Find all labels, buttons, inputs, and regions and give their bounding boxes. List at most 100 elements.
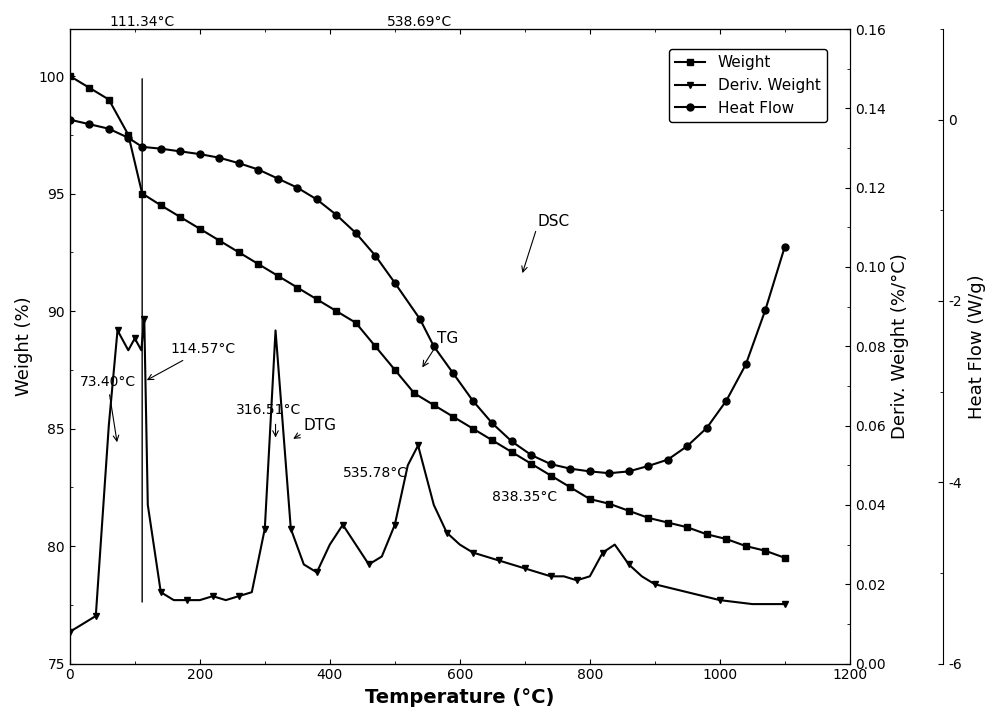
Heat Flow bbox=[136, 142, 148, 151]
Heat Flow bbox=[103, 124, 115, 133]
Weight bbox=[564, 483, 576, 492]
Weight bbox=[330, 307, 342, 316]
Heat Flow bbox=[330, 211, 342, 219]
Line: Heat Flow: Heat Flow bbox=[66, 116, 788, 477]
Text: 316.51°C: 316.51°C bbox=[236, 403, 301, 417]
Weight bbox=[642, 513, 654, 522]
Weight bbox=[291, 283, 303, 292]
Text: 73.40°C: 73.40°C bbox=[80, 375, 136, 441]
Weight bbox=[779, 554, 791, 562]
Text: 535.78°C: 535.78°C bbox=[343, 466, 408, 480]
Text: 838.35°C: 838.35°C bbox=[492, 490, 557, 504]
Y-axis label: Deriv. Weight (%/°C): Deriv. Weight (%/°C) bbox=[891, 253, 909, 439]
Weight bbox=[740, 542, 752, 550]
Weight bbox=[408, 389, 420, 398]
Weight bbox=[506, 448, 518, 456]
Heat Flow bbox=[252, 165, 264, 174]
Heat Flow bbox=[564, 464, 576, 473]
Deriv. Weight bbox=[441, 529, 453, 537]
Deriv. Weight bbox=[220, 596, 232, 604]
Deriv. Weight bbox=[779, 600, 791, 609]
Weight bbox=[369, 342, 381, 351]
Heat Flow bbox=[603, 469, 615, 477]
Weight bbox=[272, 271, 284, 280]
Heat Flow bbox=[759, 305, 771, 314]
Weight bbox=[122, 131, 134, 139]
Weight bbox=[155, 201, 167, 209]
Heat Flow bbox=[720, 396, 732, 405]
Text: DTG: DTG bbox=[304, 418, 337, 433]
Weight bbox=[389, 365, 401, 374]
Heat Flow bbox=[194, 149, 206, 158]
Line: Weight: Weight bbox=[66, 72, 788, 561]
Deriv. Weight bbox=[467, 548, 479, 557]
Weight bbox=[447, 412, 459, 421]
Text: TG: TG bbox=[437, 331, 458, 347]
Heat Flow bbox=[701, 424, 713, 432]
Line: Deriv. Weight: Deriv. Weight bbox=[66, 315, 788, 635]
Heat Flow bbox=[740, 360, 752, 369]
Weight bbox=[662, 518, 674, 527]
Heat Flow bbox=[779, 243, 791, 251]
Weight bbox=[584, 495, 596, 503]
Weight bbox=[759, 547, 771, 555]
Heat Flow bbox=[525, 451, 537, 459]
Weight bbox=[233, 248, 245, 256]
Heat Flow bbox=[350, 229, 362, 238]
Weight bbox=[311, 295, 323, 304]
Heat Flow bbox=[486, 419, 498, 427]
Deriv. Weight bbox=[558, 572, 570, 580]
Weight bbox=[103, 95, 115, 104]
Weight bbox=[213, 236, 225, 245]
Weight bbox=[252, 260, 264, 269]
Weight bbox=[350, 318, 362, 327]
Heat Flow bbox=[233, 159, 245, 168]
Weight bbox=[64, 71, 76, 80]
Text: 111.34°C: 111.34°C bbox=[110, 15, 175, 29]
Heat Flow bbox=[447, 369, 459, 378]
Heat Flow bbox=[122, 134, 134, 142]
Deriv. Weight bbox=[64, 627, 76, 636]
Y-axis label: Heat Flow (W/g): Heat Flow (W/g) bbox=[968, 274, 986, 419]
Text: 114.57°C: 114.57°C bbox=[148, 342, 236, 380]
Weight bbox=[701, 530, 713, 539]
Heat Flow bbox=[584, 467, 596, 476]
Weight bbox=[603, 500, 615, 508]
Heat Flow bbox=[389, 279, 401, 287]
Weight bbox=[720, 535, 732, 544]
Weight bbox=[136, 189, 148, 198]
Heat Flow bbox=[64, 116, 76, 124]
Legend: Weight, Deriv. Weight, Heat Flow: Weight, Deriv. Weight, Heat Flow bbox=[669, 49, 827, 122]
Weight bbox=[83, 84, 95, 92]
Weight bbox=[623, 506, 635, 515]
Heat Flow bbox=[291, 183, 303, 192]
Weight bbox=[545, 471, 557, 480]
Heat Flow bbox=[428, 342, 440, 351]
Weight bbox=[174, 213, 186, 222]
Text: 538.69°C: 538.69°C bbox=[387, 15, 453, 29]
Heat Flow bbox=[681, 442, 693, 451]
Y-axis label: Weight (%): Weight (%) bbox=[15, 297, 33, 396]
Heat Flow bbox=[414, 315, 426, 323]
Heat Flow bbox=[642, 461, 654, 470]
Heat Flow bbox=[662, 456, 674, 464]
Weight bbox=[194, 225, 206, 233]
Weight bbox=[486, 436, 498, 445]
Heat Flow bbox=[467, 396, 479, 405]
Weight bbox=[467, 425, 479, 433]
Deriv. Weight bbox=[138, 314, 150, 323]
Deriv. Weight bbox=[428, 500, 440, 509]
Heat Flow bbox=[506, 437, 518, 445]
Heat Flow bbox=[213, 153, 225, 162]
X-axis label: Temperature (°C): Temperature (°C) bbox=[365, 688, 554, 707]
Heat Flow bbox=[155, 144, 167, 153]
Heat Flow bbox=[83, 120, 95, 129]
Heat Flow bbox=[272, 174, 284, 183]
Text: DSC: DSC bbox=[538, 214, 570, 229]
Deriv. Weight bbox=[636, 572, 648, 580]
Heat Flow bbox=[311, 195, 323, 204]
Weight bbox=[681, 523, 693, 531]
Heat Flow bbox=[623, 467, 635, 476]
Heat Flow bbox=[545, 460, 557, 469]
Weight bbox=[525, 459, 537, 468]
